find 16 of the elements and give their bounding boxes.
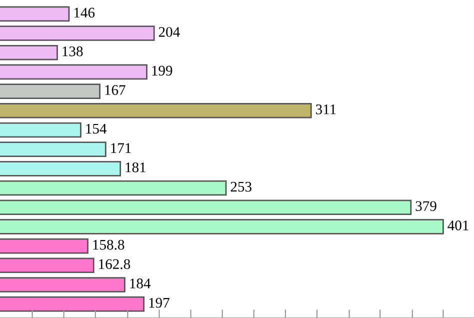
data-label: 199 [152,66,172,76]
data-label: 204 [158,27,180,37]
data-label: 158.8 [93,240,124,250]
data-label: 138 [62,46,83,56]
data-label: 311 [316,104,336,114]
data-label: 401 [448,220,468,230]
data-label: 181 [126,162,146,172]
data-label: 184 [130,278,151,288]
data-label: 162.8 [99,259,130,270]
data-label: 146 [74,8,95,18]
data-label: 197 [149,298,170,308]
data-label: 171 [111,143,131,153]
data-label: 253 [230,182,252,192]
data-label: 379 [416,201,436,212]
data-label: 167 [105,85,126,95]
data-label: 154 [86,124,107,134]
